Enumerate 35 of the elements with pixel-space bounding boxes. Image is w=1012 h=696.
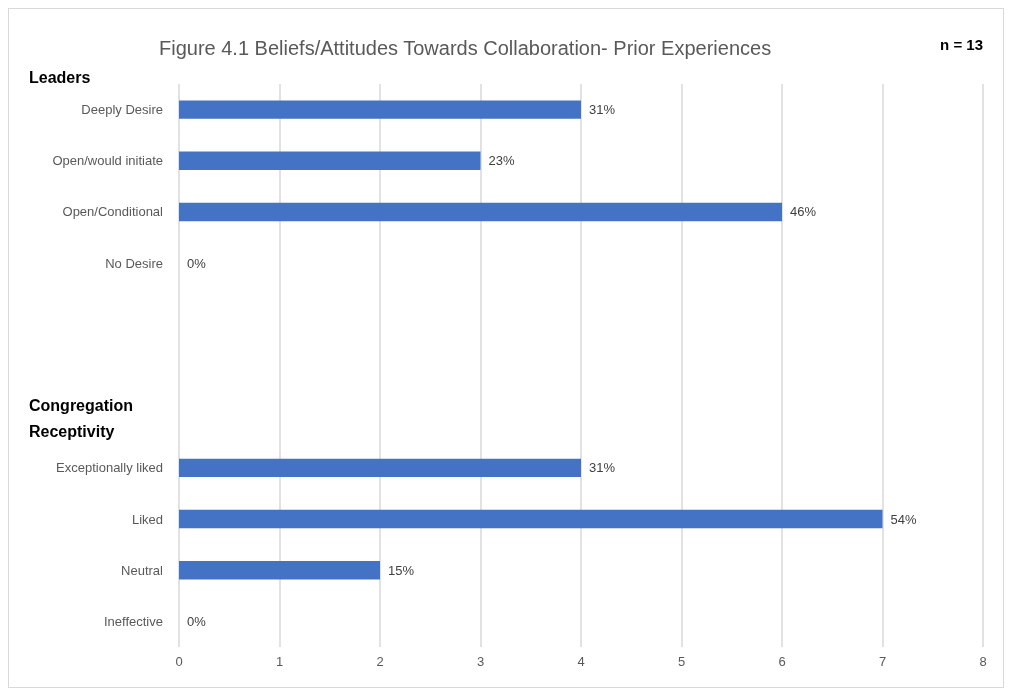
- y-tick-label: Exceptionally liked: [56, 460, 163, 476]
- y-tick-label: No Desire: [105, 255, 163, 271]
- y-tick-label: Open/would initiate: [52, 153, 163, 169]
- y-tick-label: Deeply Desire: [81, 102, 163, 118]
- x-tick-label: 5: [677, 654, 686, 669]
- y-tick-label: Ineffective: [103, 613, 163, 629]
- x-tick-label: 6: [778, 654, 786, 669]
- bar: [179, 458, 581, 478]
- x-tick-label: 3: [476, 654, 485, 669]
- bar: [179, 151, 481, 170]
- x-tick-label: 2: [376, 654, 384, 669]
- x-tick-label: 4: [577, 654, 585, 669]
- x-tick-label: 7: [878, 654, 887, 669]
- annotation: 46%: [790, 204, 817, 220]
- annotation: 15%: [388, 562, 415, 578]
- annotation: 54%: [890, 511, 917, 527]
- text: Congregation Receptivity: [29, 396, 133, 440]
- x-tick-label: 1: [275, 654, 284, 669]
- x-tick-label: 8: [979, 654, 987, 669]
- y-tick-label: Neutral: [121, 562, 164, 578]
- annotation: 0%: [187, 255, 207, 271]
- text: Leaders: [29, 68, 91, 86]
- bar: [179, 509, 883, 529]
- bar: [179, 100, 581, 119]
- y-tick-label: Open/Conditional: [62, 204, 164, 220]
- chart-title: Figure 4.1 Beliefs/Attitudes Towards Collaboration- Prior Experiences: [159, 37, 772, 59]
- text: n = 13: [940, 36, 984, 53]
- annotation: 0%: [187, 613, 207, 629]
- bar: [179, 202, 782, 222]
- annotation: 31%: [589, 102, 616, 118]
- annotation: 31%: [589, 460, 616, 476]
- annotation: 23%: [488, 153, 515, 169]
- bar: [179, 561, 380, 580]
- y-tick-label: Liked: [131, 511, 163, 527]
- x-tick-label: 0: [175, 654, 183, 669]
